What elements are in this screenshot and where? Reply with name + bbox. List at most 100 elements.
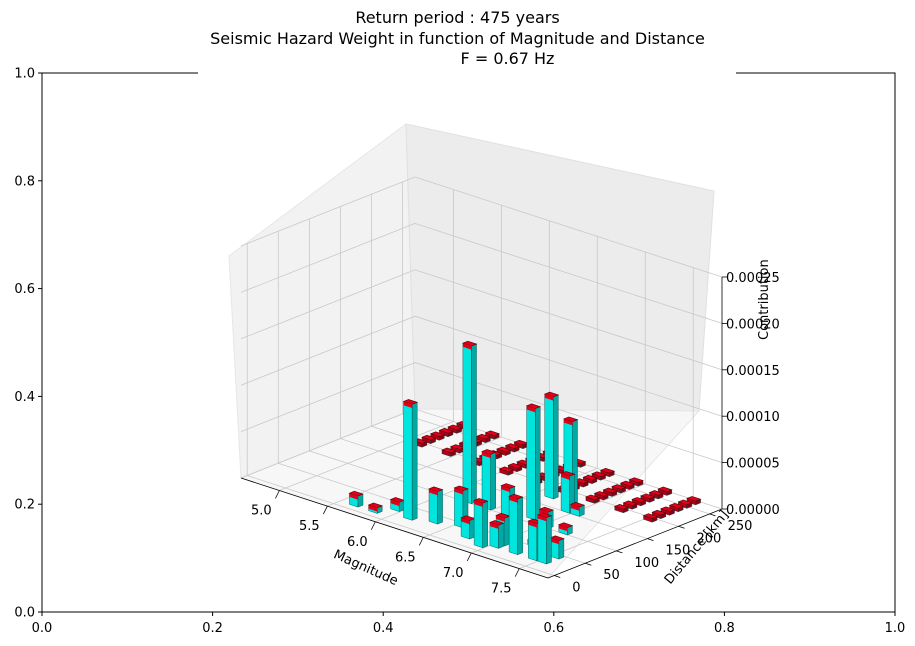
bar-top-face (631, 497, 647, 503)
x-tick (275, 490, 280, 499)
x-tick (514, 568, 520, 577)
bar (489, 520, 505, 549)
x-tick (322, 505, 328, 515)
bar (402, 399, 419, 521)
outer-x-tick-label: 0.6 (543, 621, 564, 636)
bar-top-face (677, 499, 693, 505)
bar (508, 493, 524, 555)
bar (537, 512, 553, 565)
bar-cap (462, 343, 472, 350)
y-tick (616, 550, 623, 554)
bar (367, 502, 384, 514)
bar-top-face (525, 403, 542, 409)
bar-side-face (490, 452, 496, 511)
bar-top-face (507, 462, 523, 469)
bar (438, 427, 454, 438)
x-tick-label: 6.0 (347, 535, 368, 550)
outer-y-tick-label: 0.4 (14, 390, 35, 405)
bar-top-face (651, 509, 667, 516)
bar (677, 499, 693, 509)
z-tick-label: 0.00025 (726, 271, 780, 286)
bar-cap (349, 493, 358, 500)
bar-front-face (473, 500, 483, 549)
bar-cap (474, 500, 483, 507)
y-tick (554, 575, 561, 578)
bar-side-face (546, 515, 552, 565)
bar (484, 430, 500, 440)
bar-top-face (642, 513, 659, 519)
bar (611, 484, 627, 494)
bar-top-face (613, 503, 630, 510)
bar (449, 444, 466, 454)
grid-line (279, 421, 454, 491)
bar-cap (496, 515, 505, 522)
bar (525, 403, 542, 521)
bar (348, 490, 364, 508)
bar (631, 497, 647, 507)
bar-cap (526, 405, 536, 413)
bar-top-face (560, 471, 576, 477)
bar (557, 522, 574, 536)
bar-front-face (403, 401, 413, 521)
bar-side-face (535, 406, 541, 521)
outer-axes: 0.0 0.2 0.4 0.6 0.8 1.0 0.0 0.2 0.4 0.6 0.8 1.0 (14, 67, 905, 637)
bar-cap (390, 499, 400, 506)
bars-3d (348, 340, 702, 565)
bar-top-face (585, 494, 601, 501)
bar (569, 501, 586, 517)
grid-line (240, 176, 723, 278)
grid-line (240, 362, 723, 463)
grid-line (247, 475, 555, 576)
bar-cap (570, 504, 580, 511)
bar (599, 467, 616, 478)
bar-cap (403, 401, 413, 408)
y-axis-line (547, 508, 723, 579)
title-backdrop (198, 71, 736, 75)
bar-side-face (498, 522, 504, 549)
bar-cap (461, 517, 470, 525)
bar-top-face (484, 430, 500, 436)
x-tick-label: 5.5 (299, 519, 320, 534)
bar-top-face (557, 522, 574, 528)
x-tick-label: 6.5 (395, 550, 416, 565)
bar (668, 502, 685, 513)
outer-x-tick-label: 0.2 (202, 621, 223, 636)
outer-x-tick-label: 0.0 (32, 621, 53, 636)
bar-top-face (648, 490, 664, 496)
bar-top-face (447, 424, 463, 430)
bar-top-face (593, 491, 610, 497)
bar (504, 443, 521, 453)
z-axis-label: Contribution (757, 259, 772, 340)
bar-front-face (508, 495, 518, 555)
bar-top-face (421, 434, 437, 441)
axis-ticks-3d: 5.0 5.5 6.0 6.5 7.0 7.5 0 50 100 150 200 2500.00000… (240, 271, 780, 597)
bar (613, 503, 630, 514)
outer-x-tick-label: 0.8 (714, 621, 735, 636)
y-tick-label: 100 (634, 556, 659, 571)
bar-cap (482, 451, 491, 458)
bar-top-face (686, 496, 702, 502)
bar (648, 490, 664, 500)
title-line-3: F = 0.67 Hz (460, 49, 555, 68)
bar-front-face (537, 514, 547, 565)
x-tick (418, 537, 424, 546)
bar (447, 424, 463, 434)
bar (441, 447, 457, 457)
bar-cap (501, 485, 510, 493)
y-tick (585, 562, 592, 566)
bar-top-face (591, 471, 607, 477)
bar-side-face (553, 394, 559, 500)
bar-top-face (429, 431, 446, 437)
x-axis-label: Magnitude (331, 547, 400, 589)
bar (475, 433, 492, 443)
bar (481, 449, 497, 511)
outer-y-tick-label: 0.2 (14, 498, 35, 513)
bar-top-face (563, 416, 579, 423)
bar-top-face (473, 498, 489, 504)
y-tick-label: 150 (665, 544, 690, 559)
bar-cap (429, 488, 438, 496)
outer-x-ticks: 0.0 0.2 0.4 0.6 0.8 1.0 (32, 612, 905, 636)
x-tick (370, 521, 376, 530)
bar (428, 486, 444, 525)
pane-back-right (405, 123, 715, 412)
